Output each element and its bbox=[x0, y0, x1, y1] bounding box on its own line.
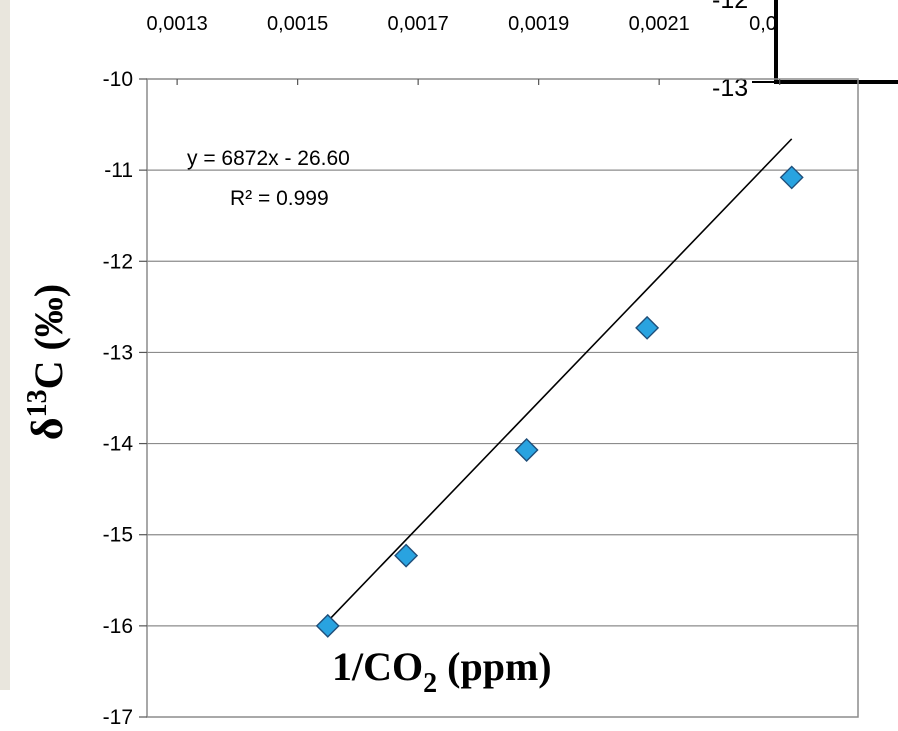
x-axis-title-subscript: 2 bbox=[423, 668, 437, 699]
inset-box bbox=[774, 0, 898, 84]
x-axis-title: 1/CO2 (ppm) bbox=[332, 644, 552, 699]
data-point bbox=[315, 613, 340, 638]
trendline bbox=[327, 138, 793, 622]
y-tick-label: -13 bbox=[103, 341, 133, 364]
data-point bbox=[635, 315, 660, 340]
top-tick-label: 0,0017 bbox=[388, 13, 449, 35]
plot-area: -10 -11 -12 -13 -14 -15 -16 -17 bbox=[103, 68, 859, 729]
inset-label-lower: -13 bbox=[712, 74, 748, 102]
trendline-equation: y = 6872x - 26.60 bbox=[187, 147, 350, 170]
y-axis-title-superscript: 13 bbox=[22, 389, 53, 417]
x-axis-title-main: 1/CO bbox=[332, 644, 423, 689]
y-axis-tick-labels: -10 -11 -12 -13 -14 -15 -16 -17 bbox=[103, 68, 134, 729]
top-tick-label: 0,0019 bbox=[508, 13, 569, 35]
x-axis-title-rest: (ppm) bbox=[437, 644, 551, 689]
data-point bbox=[779, 165, 804, 190]
trendline-r-squared: R² = 0.999 bbox=[230, 187, 329, 210]
y-tick-label: -15 bbox=[103, 524, 133, 547]
gridlines bbox=[147, 169, 858, 627]
y-axis-tick-marks bbox=[139, 78, 147, 718]
y-tick-label: -10 bbox=[103, 68, 133, 91]
y-tick-label: -16 bbox=[103, 615, 133, 638]
inset-overlay: -12 -13 bbox=[712, 0, 898, 102]
left-edge-texture bbox=[0, 0, 10, 690]
y-axis-title-delta: δ bbox=[23, 417, 72, 440]
y-axis-title-rest: C (‰) bbox=[26, 284, 71, 390]
top-tick-label: 0,0013 bbox=[147, 13, 208, 35]
top-tick-label: 0,0015 bbox=[267, 13, 328, 35]
y-tick-label: -12 bbox=[103, 250, 133, 273]
data-point bbox=[394, 543, 419, 568]
x-axis-tick-marks bbox=[176, 79, 781, 85]
y-axis-title: δ13C (‰) bbox=[22, 284, 72, 440]
plot-border bbox=[146, 78, 859, 718]
data-points bbox=[315, 165, 804, 638]
y-tick-label: -17 bbox=[103, 706, 133, 729]
top-tick-label: 0,0021 bbox=[629, 13, 690, 35]
inset-label-upper: -12 bbox=[712, 0, 748, 14]
data-point bbox=[514, 437, 539, 462]
y-tick-label: -14 bbox=[103, 433, 134, 456]
y-tick-label: -11 bbox=[104, 159, 133, 182]
